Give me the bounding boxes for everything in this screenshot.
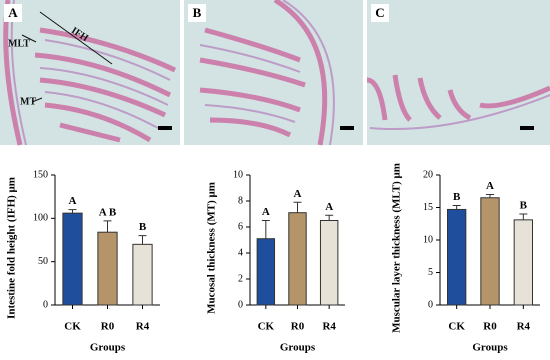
bar [97, 231, 118, 306]
x-tick-label: R0 [483, 321, 497, 333]
significance-letter: A [325, 201, 333, 213]
micrograph-c: C [366, 0, 550, 145]
annotation: MLT [8, 38, 30, 49]
annotation: MT [20, 96, 36, 107]
x-tick-label: R4 [517, 321, 531, 333]
error-bar [486, 194, 494, 198]
error-bar [68, 209, 77, 214]
micrograph-b: B [184, 0, 363, 146]
y-tick-label: 20 [423, 169, 433, 180]
x-tick-label: R0 [291, 321, 305, 333]
error-bar [293, 201, 302, 213]
bar [480, 197, 500, 306]
x-tick-label: CK [258, 321, 275, 333]
bar [447, 208, 467, 306]
y-tick-label: 100 [33, 213, 48, 224]
x-tick-label: R4 [322, 321, 336, 333]
bar [319, 220, 339, 306]
y-tick-label: 10 [423, 234, 433, 245]
panel-label: C [375, 5, 384, 20]
significance-letter: A [262, 206, 270, 218]
y-tick-label: 4 [238, 247, 243, 258]
y-tick-label: 15 [423, 202, 433, 213]
y-tick-label: 0 [43, 299, 48, 310]
x-axis-label: Groups [472, 342, 508, 354]
error-bar [519, 213, 528, 220]
x-tick-label: R4 [136, 321, 150, 333]
significance-letter: B [453, 191, 461, 203]
y-tick-label: 8 [238, 195, 243, 206]
error-bar [325, 214, 334, 221]
y-axis-label: Muscular layer thickness (MLT) μm [391, 163, 403, 333]
x-axis-label: Groups [280, 342, 316, 354]
error-bar [452, 205, 461, 210]
bar [288, 212, 307, 306]
y-tick-label: 10 [233, 169, 243, 180]
x-tick-label: CK [64, 321, 81, 333]
significance-letter: A B [99, 206, 117, 218]
error-bar [103, 220, 112, 233]
x-tick-label: CK [448, 321, 465, 333]
bar [256, 238, 276, 306]
y-tick-label: 5 [428, 267, 433, 278]
y-axis-label: Intestine fold height (IFH) μm [6, 177, 18, 319]
x-axis-label: Groups [90, 342, 126, 354]
error-bar [138, 235, 147, 245]
significance-letter: A [486, 180, 494, 192]
x-tick-label: R0 [101, 321, 115, 333]
y-tick-label: 0 [428, 299, 433, 310]
y-tick-label: 2 [238, 273, 243, 284]
y-tick-label: 6 [238, 221, 243, 232]
error-bar [261, 220, 270, 239]
significance-letter: A [69, 195, 77, 207]
bar [132, 243, 153, 306]
significance-letter: B [139, 221, 147, 233]
significance-letter: A [294, 188, 302, 200]
bar [513, 219, 534, 306]
y-tick-label: 0 [238, 299, 243, 310]
panel-label: B [193, 5, 202, 20]
y-axis-label: Mucosal thickness (MT) μm [206, 182, 218, 314]
y-tick-label: 150 [33, 169, 48, 180]
y-tick-label: 50 [38, 256, 48, 267]
panel-label: A [8, 5, 18, 20]
significance-letter: B [520, 200, 528, 212]
bar [62, 212, 83, 306]
micrograph-a: A IFH MLT MT [0, 0, 180, 146]
